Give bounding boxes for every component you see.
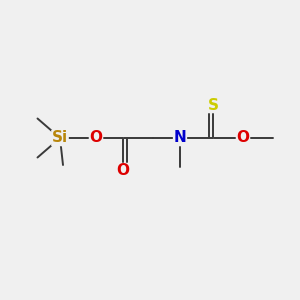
Text: N: N (174, 130, 186, 146)
Text: S: S (208, 98, 218, 112)
Text: Si: Si (52, 130, 68, 146)
Text: O: O (89, 130, 103, 146)
Text: O: O (236, 130, 250, 146)
Text: O: O (116, 164, 130, 178)
